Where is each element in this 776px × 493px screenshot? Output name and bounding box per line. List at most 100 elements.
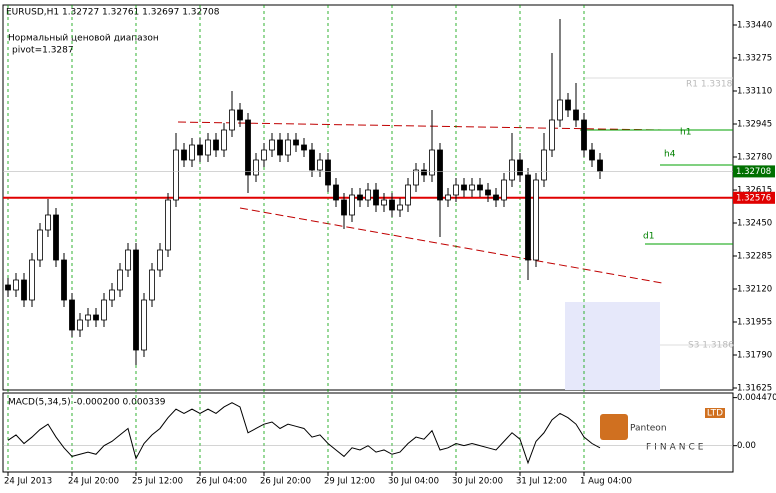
candle-body (341, 199, 347, 216)
candle-body (189, 144, 195, 161)
y-tick-label: 1.33110 (737, 87, 772, 97)
level-label: h1 (680, 128, 691, 138)
candle-body (149, 269, 155, 301)
x-tick-label: 30 Jul 04:00 (388, 477, 439, 487)
logo: Panteon FINANCE LTD (600, 408, 725, 453)
candle-body (253, 159, 259, 176)
level-label: h4 (664, 150, 676, 160)
y-tick-label: 1.32615 (737, 186, 772, 196)
candle-body (93, 314, 99, 321)
candle-body (109, 289, 115, 301)
candle-body (293, 139, 299, 146)
y-tick-label: 1.33275 (737, 54, 772, 64)
candle-body (541, 149, 547, 181)
candle-body (597, 159, 603, 172)
candle-body (61, 259, 67, 301)
candle-body (197, 144, 203, 156)
candle-body (429, 149, 435, 176)
candle-body (477, 184, 483, 191)
y-tick-label: 1.32120 (737, 285, 772, 295)
logo-name: Panteon (630, 424, 667, 434)
candle-body (141, 299, 147, 351)
candle-body (589, 149, 595, 161)
candle-body (45, 214, 51, 231)
candle-body (525, 174, 531, 261)
candle-body (485, 189, 491, 196)
x-tick-label: 24 Jul 2013 (4, 477, 52, 487)
price-tag (733, 191, 775, 204)
candle-body (549, 119, 555, 151)
candle-body (13, 279, 19, 291)
candle-body (493, 194, 499, 201)
y-tick-label: 1.32945 (737, 120, 772, 130)
candle-body (461, 184, 467, 191)
candle-body (533, 179, 539, 261)
candle-body (221, 129, 227, 151)
candle-body (29, 259, 35, 301)
x-tick-label: 1 Aug 04:00 (580, 477, 632, 487)
candle-body (85, 314, 91, 321)
current-price-tag (733, 165, 775, 178)
x-tick-label: 25 Jul 12:00 (132, 477, 183, 487)
candle-body (5, 284, 11, 291)
macd-label: MACD(5,34,5) -0.000200 0.000339 (8, 398, 166, 408)
candle-body (181, 149, 187, 161)
candle-body (573, 109, 579, 121)
candle-body (77, 319, 83, 331)
level-label: d1 (643, 232, 654, 242)
candle-body (277, 139, 283, 156)
x-tick-label: 24 Jul 20:00 (68, 477, 119, 487)
candle-body (421, 169, 427, 176)
candle-body (445, 194, 451, 201)
candle-body (157, 249, 163, 271)
candle-body (357, 194, 363, 201)
candle-body (245, 119, 251, 176)
x-tick-label: 26 Jul 20:00 (260, 477, 311, 487)
candle-body (333, 184, 339, 201)
logo-badge-text: LTD (707, 409, 723, 419)
x-tick-label: 26 Jul 04:00 (196, 477, 247, 487)
candle-body (125, 249, 131, 271)
candle-body (373, 189, 379, 206)
level-label: R1 1.3318 (686, 80, 733, 90)
candle-body (397, 204, 403, 211)
logo-badge (705, 408, 725, 418)
candle-body (509, 159, 515, 181)
macd-line (7, 402, 601, 465)
logo-icon (600, 414, 628, 440)
price-tag-label: 1.32576 (736, 193, 771, 203)
candle-body (133, 249, 139, 351)
candle-body (37, 229, 43, 261)
candle-body (21, 279, 27, 301)
candle-body (269, 139, 275, 151)
candle-body (261, 149, 267, 161)
candle-body (237, 109, 243, 121)
y-tick-label: 1.31625 (737, 384, 772, 394)
candle-body (557, 99, 563, 121)
candle-body (469, 184, 475, 191)
candle-body (309, 149, 315, 171)
macd-y-tick-label: 0.004470 (737, 393, 776, 403)
candle-body (301, 144, 307, 151)
chart-title: EURUSD,H1 1.32727 1.32761 1.32697 1.3270… (6, 8, 220, 18)
candle-body (213, 139, 219, 151)
candle-body (517, 159, 523, 176)
candle-body (101, 299, 107, 321)
range-box (565, 302, 660, 390)
macd-pane (2, 392, 734, 473)
indicator-label: Нормальный ценовой диапазон (8, 34, 159, 44)
candle-body (53, 214, 59, 261)
candle-body (165, 199, 171, 251)
y-tick-label: 1.32450 (737, 219, 772, 229)
level-label: S3 1.3186 (688, 341, 734, 351)
y-tick-label: 1.31955 (737, 318, 772, 328)
x-tick-label: 31 Jul 12:00 (516, 477, 567, 487)
candle-body (405, 184, 411, 206)
pivot-label: pivot=1.3287 (12, 46, 74, 56)
candle-body (365, 189, 371, 201)
candle-body (117, 269, 123, 291)
candle-body (205, 139, 211, 156)
candle-body (325, 159, 331, 186)
